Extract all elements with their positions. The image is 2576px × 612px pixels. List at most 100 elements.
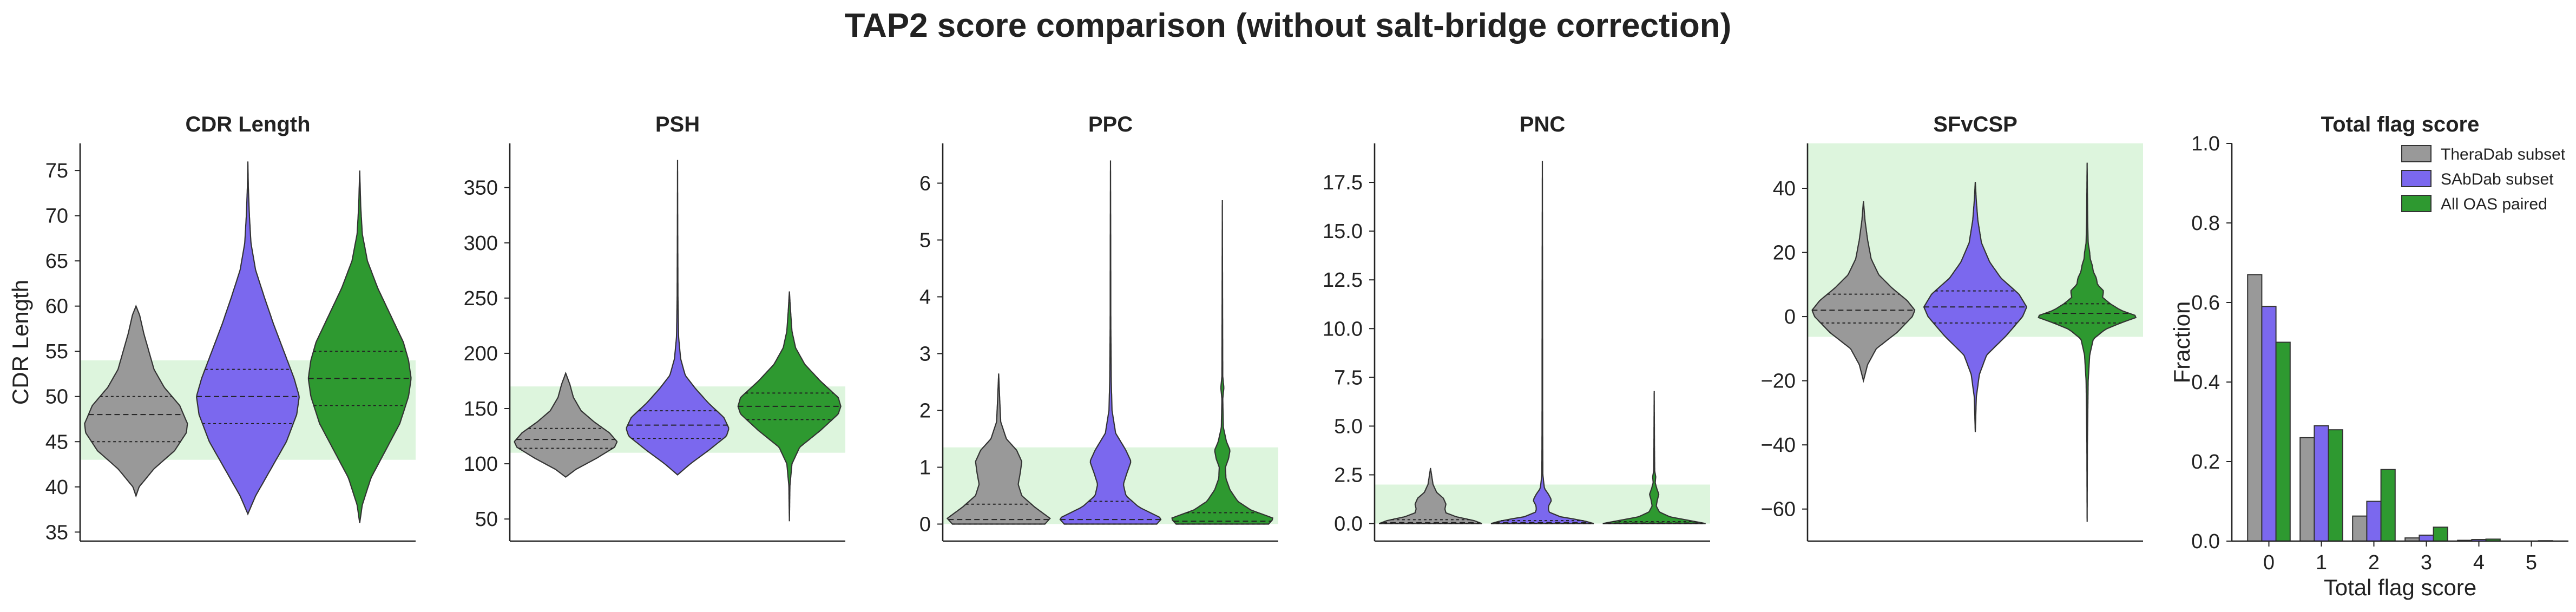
y-axis-label: Fraction bbox=[2169, 301, 2194, 384]
panel-sfvcsp: SFvCSP −60 −40 −20 0 20 40 bbox=[1761, 113, 2143, 542]
y-tick-label: 200 bbox=[464, 343, 498, 365]
violin-theradab-subset bbox=[84, 304, 188, 498]
x-axis-label: Total flag score bbox=[2324, 575, 2476, 600]
violin-sabdab-subset bbox=[1923, 182, 2028, 432]
legend: TheraDab subset SAbDab subset All OAS pair… bbox=[2401, 145, 2566, 213]
bar-theradab-subset-0 bbox=[2247, 274, 2263, 542]
y-tick-label: 4 bbox=[919, 286, 931, 309]
panel-title: PNC bbox=[1520, 113, 1565, 136]
y-tick-label: 0.4 bbox=[2191, 371, 2220, 394]
violin-all-oas-paired bbox=[2038, 162, 2137, 522]
bar-sabdab-subset-1 bbox=[2314, 425, 2329, 542]
y-tick-label: 1 bbox=[919, 457, 931, 479]
y-tick-label: 5.0 bbox=[1334, 415, 1363, 438]
panel-title: PSH bbox=[655, 113, 700, 136]
x-tick-label: 5 bbox=[2526, 551, 2537, 574]
bar-all-oas-paired-3 bbox=[2433, 527, 2448, 542]
panel-psh: PSH 50 100 150 200 250 300 350 bbox=[464, 113, 845, 542]
y-tick-label: 75 bbox=[45, 160, 68, 182]
y-axis-label: CDR Length bbox=[8, 280, 33, 405]
bar-all-oas-paired-2 bbox=[2380, 469, 2396, 542]
y-tick-label: 20 bbox=[1773, 242, 1796, 265]
y-tick-label: 0.0 bbox=[1334, 513, 1363, 536]
panel-pnc: PNC 0.0 2.5 5.0 7.5 10.0 12.5 15.0 17.5 bbox=[1323, 113, 1710, 542]
bar-sabdab-subset-2 bbox=[2366, 501, 2382, 542]
x-tick-label: 0 bbox=[2263, 551, 2275, 574]
bar-sabdab-subset-0 bbox=[2261, 306, 2277, 542]
y-tick-label: 2.5 bbox=[1334, 464, 1363, 487]
bar-theradab-subset-1 bbox=[2299, 437, 2315, 542]
y-tick-label: −40 bbox=[1761, 434, 1796, 457]
panel-total-flag-score: Total flag score 0.0 0.2 0.4 0.6 0.8 1.0 0 1 2 3 4 5… bbox=[2169, 113, 2568, 600]
y-tick-label: −20 bbox=[1761, 370, 1796, 393]
y-tick-label: 65 bbox=[45, 250, 68, 273]
x-tick-label: 3 bbox=[2421, 551, 2432, 574]
y-tick-label: 5 bbox=[919, 229, 931, 252]
violin-sabdab-subset bbox=[1490, 161, 1594, 524]
y-tick-label: 300 bbox=[464, 232, 498, 255]
violin-theradab-subset bbox=[1378, 468, 1482, 524]
panel-title: PPC bbox=[1088, 113, 1133, 136]
legend-swatch-sabdab-subset bbox=[2401, 170, 2432, 187]
y-tick-label: 150 bbox=[464, 398, 498, 420]
panel-title: SFvCSP bbox=[1933, 113, 2018, 136]
bar-all-oas-paired-1 bbox=[2328, 429, 2343, 542]
y-tick-label: 2 bbox=[919, 400, 931, 423]
y-tick-label: 55 bbox=[45, 340, 68, 363]
y-tick-label: 17.5 bbox=[1323, 172, 1363, 194]
y-tick-label: 100 bbox=[464, 453, 498, 476]
x-tick-label: 4 bbox=[2473, 551, 2485, 574]
bar-all-oas-paired-0 bbox=[2275, 341, 2291, 542]
violin-theradab-subset bbox=[514, 371, 618, 478]
panel-cdr-length: CDR Length 35 40 45 50 55 60 65 70 75 CDR Length bbox=[8, 113, 416, 544]
violin-sabdab-subset bbox=[1059, 160, 1162, 525]
legend-label: All OAS paired bbox=[2441, 195, 2547, 213]
figure-title: TAP2 score comparison (without salt-brid… bbox=[845, 7, 1732, 44]
y-tick-label: 0.8 bbox=[2191, 212, 2220, 235]
y-tick-label: 3 bbox=[919, 343, 931, 366]
y-tick-label: 10.0 bbox=[1323, 318, 1363, 340]
bar-theradab-subset-2 bbox=[2352, 515, 2368, 542]
violin-theradab-subset bbox=[1811, 201, 1916, 383]
y-tick-label: 250 bbox=[464, 287, 498, 310]
y-tick-label: 0 bbox=[919, 514, 931, 536]
x-tick-label: 1 bbox=[2316, 551, 2327, 574]
y-tick-label: 70 bbox=[45, 205, 68, 228]
y-tick-label: 50 bbox=[45, 386, 68, 409]
bar-sabdab-subset-3 bbox=[2419, 534, 2434, 542]
violin-all-oas-paired bbox=[737, 291, 842, 522]
panel-ppc: PPC 0 1 2 3 4 5 6 bbox=[919, 113, 1278, 542]
violin-sabdab-subset bbox=[626, 160, 730, 476]
violin-theradab-subset bbox=[946, 373, 1051, 525]
y-tick-label: 40 bbox=[1773, 177, 1796, 200]
y-tick-label: 35 bbox=[45, 521, 68, 544]
y-tick-label: 45 bbox=[45, 431, 68, 453]
y-tick-label: 12.5 bbox=[1323, 269, 1363, 292]
violin-all-oas-paired bbox=[307, 170, 412, 523]
y-tick-label: 0.2 bbox=[2191, 451, 2220, 473]
y-tick-label: 6 bbox=[919, 173, 931, 195]
legend-label: TheraDab subset bbox=[2441, 146, 2566, 163]
violin-all-oas-paired bbox=[1602, 391, 1706, 524]
y-tick-label: −60 bbox=[1761, 498, 1796, 521]
legend-swatch-theradab-subset bbox=[2401, 145, 2432, 162]
y-tick-label: 0.0 bbox=[2191, 530, 2220, 553]
y-tick-label: 1.0 bbox=[2191, 133, 2220, 155]
panel-title: Total flag score bbox=[2321, 113, 2480, 136]
y-tick-label: 40 bbox=[45, 476, 68, 499]
y-tick-label: 15.0 bbox=[1323, 220, 1363, 243]
y-tick-label: 7.5 bbox=[1334, 366, 1363, 389]
violin-all-oas-paired bbox=[1171, 200, 1273, 525]
legend-label: SAbDab subset bbox=[2441, 170, 2554, 188]
y-tick-label: 50 bbox=[475, 508, 498, 531]
y-tick-label: 0 bbox=[1784, 306, 1796, 328]
legend-swatch-all-oas-paired bbox=[2401, 195, 2432, 212]
panel-title: CDR Length bbox=[185, 113, 310, 136]
x-tick-label: 2 bbox=[2368, 551, 2380, 574]
y-tick-label: 60 bbox=[45, 295, 68, 318]
y-tick-label: 350 bbox=[464, 177, 498, 200]
y-tick-label: 0.6 bbox=[2191, 292, 2220, 314]
